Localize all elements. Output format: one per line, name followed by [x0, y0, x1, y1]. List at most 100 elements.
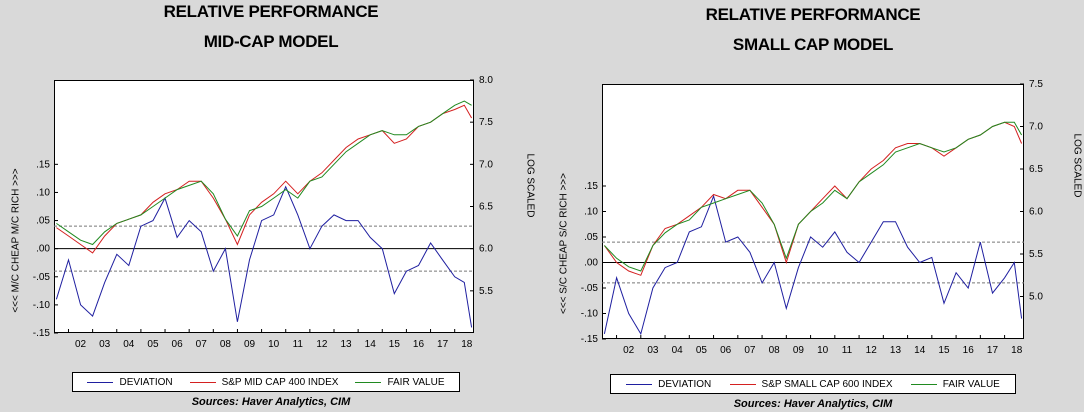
plot-area	[54, 80, 474, 333]
legend-swatch	[910, 383, 937, 385]
left-axis-label: <<< S/C CHEAP S/C RICH >>>	[558, 173, 570, 314]
x-tick-label: 17	[987, 345, 999, 356]
y-left-tick-label: .00	[36, 244, 50, 255]
y-right-tick-label: 5.0	[1029, 292, 1043, 303]
y-left-tick-label: -.15	[33, 328, 51, 339]
legend-label: FAIR VALUE	[942, 378, 1000, 390]
legend-swatch	[87, 381, 114, 383]
y-left-tick-label: -.15	[581, 334, 599, 345]
y-right-tick-label: 6.5	[1029, 164, 1043, 175]
y-left-tick-label: -.05	[33, 272, 51, 283]
x-tick-label: 08	[769, 345, 781, 356]
y-left-tick-label: .15	[584, 181, 598, 192]
chart-title-line1: RELATIVE PERFORMANCE	[705, 5, 921, 24]
legend-swatch	[355, 381, 382, 383]
y-right-tick-label: 7.0	[1029, 122, 1043, 133]
x-tick-label: 18	[461, 339, 473, 350]
legend-label: S&P MID CAP 400 INDEX	[221, 376, 339, 388]
x-tick-label: 14	[365, 339, 377, 350]
y-right-tick-label: 5.5	[1029, 249, 1043, 260]
legend-item-fair-value: FAIR VALUE	[910, 378, 1000, 390]
x-tick-label: 05	[147, 339, 159, 350]
chart-legend: DEVIATION S&P MID CAP 400 INDEX FAIR VAL…	[72, 372, 460, 392]
series-line-deviation	[55, 185, 473, 328]
x-tick-label: 16	[413, 339, 425, 350]
mid-cap-chart-svg: .15 .10 .05 .00 -.05 -.10 -.15 8.0 7.5 7.0 6.5 6.0 5…	[33, 75, 494, 350]
x-tick-label: 07	[196, 339, 208, 350]
x-tick-label: 14	[914, 345, 926, 356]
legend-swatch	[189, 381, 216, 383]
x-tick-label: 10	[268, 339, 280, 350]
y-right-tick-label: 8.0	[479, 75, 493, 86]
y-left-tick-label: -.10	[33, 300, 51, 311]
x-tick-label: 06	[172, 339, 184, 350]
legend-item-deviation: DEVIATION	[626, 379, 711, 390]
small-cap-chart-panel: RELATIVE PERFORMANCE SMALL CAP MODEL .15…	[542, 0, 1084, 412]
y-right-tick-label: 7.5	[1029, 79, 1043, 90]
x-tick-label: 03	[647, 345, 659, 356]
x-tick-label: 13	[341, 339, 353, 350]
x-tick-label: 17	[437, 339, 449, 350]
x-tick-label: 15	[938, 345, 950, 356]
x-tick-label: 16	[963, 345, 975, 356]
y-left-tick-label: -.05	[581, 283, 599, 294]
chart-title-line2: SMALL CAP MODEL	[732, 35, 894, 54]
legend-label: DEVIATION	[658, 378, 712, 390]
x-tick-label: 18	[1011, 345, 1023, 356]
legend-swatch	[729, 383, 756, 385]
legend-item-index: S&P MID CAP 400 INDEX	[189, 376, 339, 388]
x-tick-label: 03	[99, 339, 111, 350]
small-cap-chart-svg: .15 .10 .05 .00 -.05 -.10 -.15 7.5 7.0 6.5 6.0 5.5 5…	[581, 79, 1044, 356]
x-tick-label: 15	[389, 339, 401, 350]
x-tick-label: 02	[623, 345, 635, 356]
source-note: Sources: Haver Analytics, CIM	[733, 398, 893, 410]
y-right-tick-label: 7.5	[479, 117, 493, 128]
y-left-tick-label: .05	[36, 216, 50, 227]
y-left-tick-label: .15	[36, 159, 50, 170]
legend-item-index: S&P SMALL CAP 600 INDEX	[729, 379, 893, 390]
x-tick-label: 05	[696, 345, 708, 356]
y-right-tick-label: 6.0	[1029, 207, 1043, 218]
right-axis-label: LOG SCALED	[524, 153, 536, 218]
series-line-fair-value	[56, 100, 472, 246]
y-left-tick-label: .05	[584, 232, 598, 243]
chart-title-line2: MID-CAP MODEL	[203, 32, 339, 51]
legend-item-deviation: DEVIATION	[87, 376, 173, 388]
x-tick-label: 13	[890, 345, 902, 356]
chart-title-line1: RELATIVE PERFORMANCE	[163, 2, 379, 21]
legend-swatch	[626, 383, 653, 385]
y-left-tick-label: .00	[584, 258, 598, 269]
x-tick-label: 08	[220, 339, 232, 350]
y-right-tick-label: 6.5	[479, 202, 493, 213]
x-tick-label: 12	[316, 339, 328, 350]
legend-item-fair-value: FAIR VALUE	[355, 376, 445, 388]
x-tick-label: 04	[672, 345, 684, 356]
y-left-tick-label: .10	[584, 207, 598, 218]
y-right-tick-label: 6.0	[479, 244, 493, 255]
x-tick-label: 07	[744, 345, 756, 356]
y-right-tick-label: 7.0	[479, 159, 493, 170]
legend-label: FAIR VALUE	[387, 376, 445, 388]
series-line-deviation	[603, 194, 1023, 336]
source-note: Sources: Haver Analytics, CIM	[191, 396, 351, 408]
x-tick-label: 02	[75, 339, 87, 350]
plot-area	[602, 84, 1024, 339]
x-tick-label: 11	[293, 339, 304, 350]
legend-label: DEVIATION	[119, 376, 173, 388]
left-axis-label: <<< M/C CHEAP M/C RICH >>>	[10, 168, 22, 313]
mid-cap-chart-panel: RELATIVE PERFORMANCE MID-CAP MODEL .15.1…	[10, 2, 536, 408]
series-line-fair-value	[604, 121, 1023, 272]
x-tick-label: 06	[720, 345, 732, 356]
x-tick-label: 04	[123, 339, 135, 350]
x-tick-label: 10	[817, 345, 829, 356]
chart-legend: DEVIATION S&P SMALL CAP 600 INDEX FAIR V…	[610, 374, 1016, 394]
x-tick-label: 12	[866, 345, 878, 356]
y-left-tick-label: -.10	[581, 309, 599, 320]
right-axis-label: LOG SCALED	[1071, 133, 1083, 198]
series-line-s-p-mid-cap-400-index	[56, 104, 473, 254]
y-left-tick-label: .10	[36, 187, 50, 198]
x-tick-label: 09	[244, 339, 256, 350]
y-right-tick-label: 5.5	[479, 286, 493, 297]
x-tick-label: 11	[842, 345, 853, 356]
x-tick-label: 09	[793, 345, 805, 356]
